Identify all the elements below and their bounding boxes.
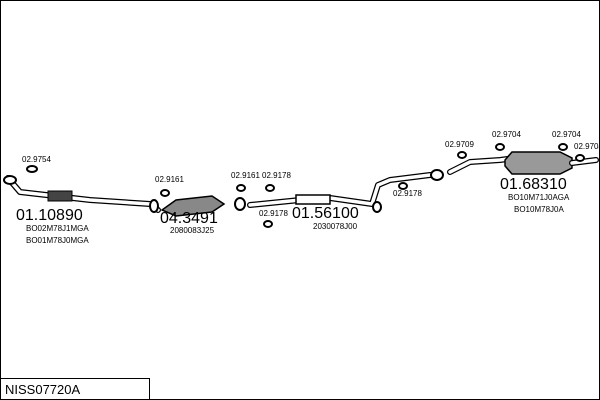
gasket bbox=[372, 201, 382, 213]
gasket bbox=[149, 199, 159, 213]
label: 01.10890 bbox=[16, 207, 83, 224]
clamp bbox=[160, 189, 170, 197]
label: 02.9161 bbox=[155, 175, 184, 184]
label: 2030078J00 bbox=[313, 222, 358, 231]
label: 02.9754 bbox=[22, 155, 51, 164]
hanger bbox=[495, 143, 505, 151]
hanger bbox=[457, 151, 467, 159]
part-number: NISS07720A bbox=[5, 382, 80, 397]
resonator bbox=[295, 194, 331, 205]
label: 02.9178 bbox=[393, 189, 422, 198]
flex-joint bbox=[47, 190, 73, 202]
label: 02.9709 bbox=[445, 140, 474, 149]
clamp bbox=[26, 165, 38, 173]
clamp bbox=[265, 184, 275, 192]
label: 02.9178 bbox=[259, 209, 288, 218]
label: 01.56100 bbox=[292, 205, 359, 222]
label: 02.9178 bbox=[262, 171, 291, 180]
label: 02.9161 bbox=[231, 171, 260, 180]
hanger bbox=[558, 143, 568, 151]
gasket bbox=[430, 169, 444, 181]
label: BO10M71J0AGA bbox=[508, 193, 570, 202]
clamp bbox=[263, 220, 273, 228]
label: 04.3491 bbox=[160, 210, 218, 227]
clamp bbox=[236, 184, 246, 192]
hanger bbox=[575, 154, 585, 162]
labels: 02.9754 01.10890 BO02M78J1MGA BO01M78J0M… bbox=[16, 130, 600, 245]
flange bbox=[3, 175, 17, 185]
label: BO02M78J1MGA bbox=[26, 224, 89, 233]
clamp bbox=[398, 182, 408, 190]
parts bbox=[3, 143, 599, 228]
label: BO01M78J0MGA bbox=[26, 236, 89, 245]
label: 02.9704 bbox=[492, 130, 521, 139]
label: 02.9704 bbox=[552, 130, 581, 139]
label: BO10M78J0A bbox=[514, 205, 564, 214]
gasket bbox=[234, 197, 246, 211]
tail-pipe-shape bbox=[570, 158, 598, 165]
label: 2080083J25 bbox=[170, 226, 215, 235]
label: 01.68310 bbox=[500, 176, 567, 193]
silencer-shape bbox=[504, 151, 573, 175]
catalyst-shape bbox=[160, 195, 226, 217]
label: 02.9704 bbox=[574, 142, 600, 151]
